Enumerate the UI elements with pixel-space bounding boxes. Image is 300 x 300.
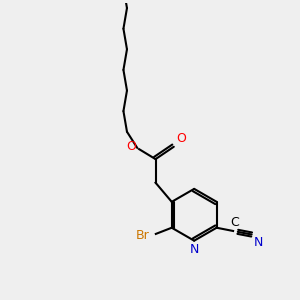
Text: C: C bbox=[230, 216, 239, 229]
Text: O: O bbox=[176, 132, 186, 145]
Text: N: N bbox=[254, 236, 263, 249]
Text: N: N bbox=[190, 243, 199, 256]
Text: Br: Br bbox=[135, 230, 149, 242]
Text: O: O bbox=[126, 140, 136, 153]
